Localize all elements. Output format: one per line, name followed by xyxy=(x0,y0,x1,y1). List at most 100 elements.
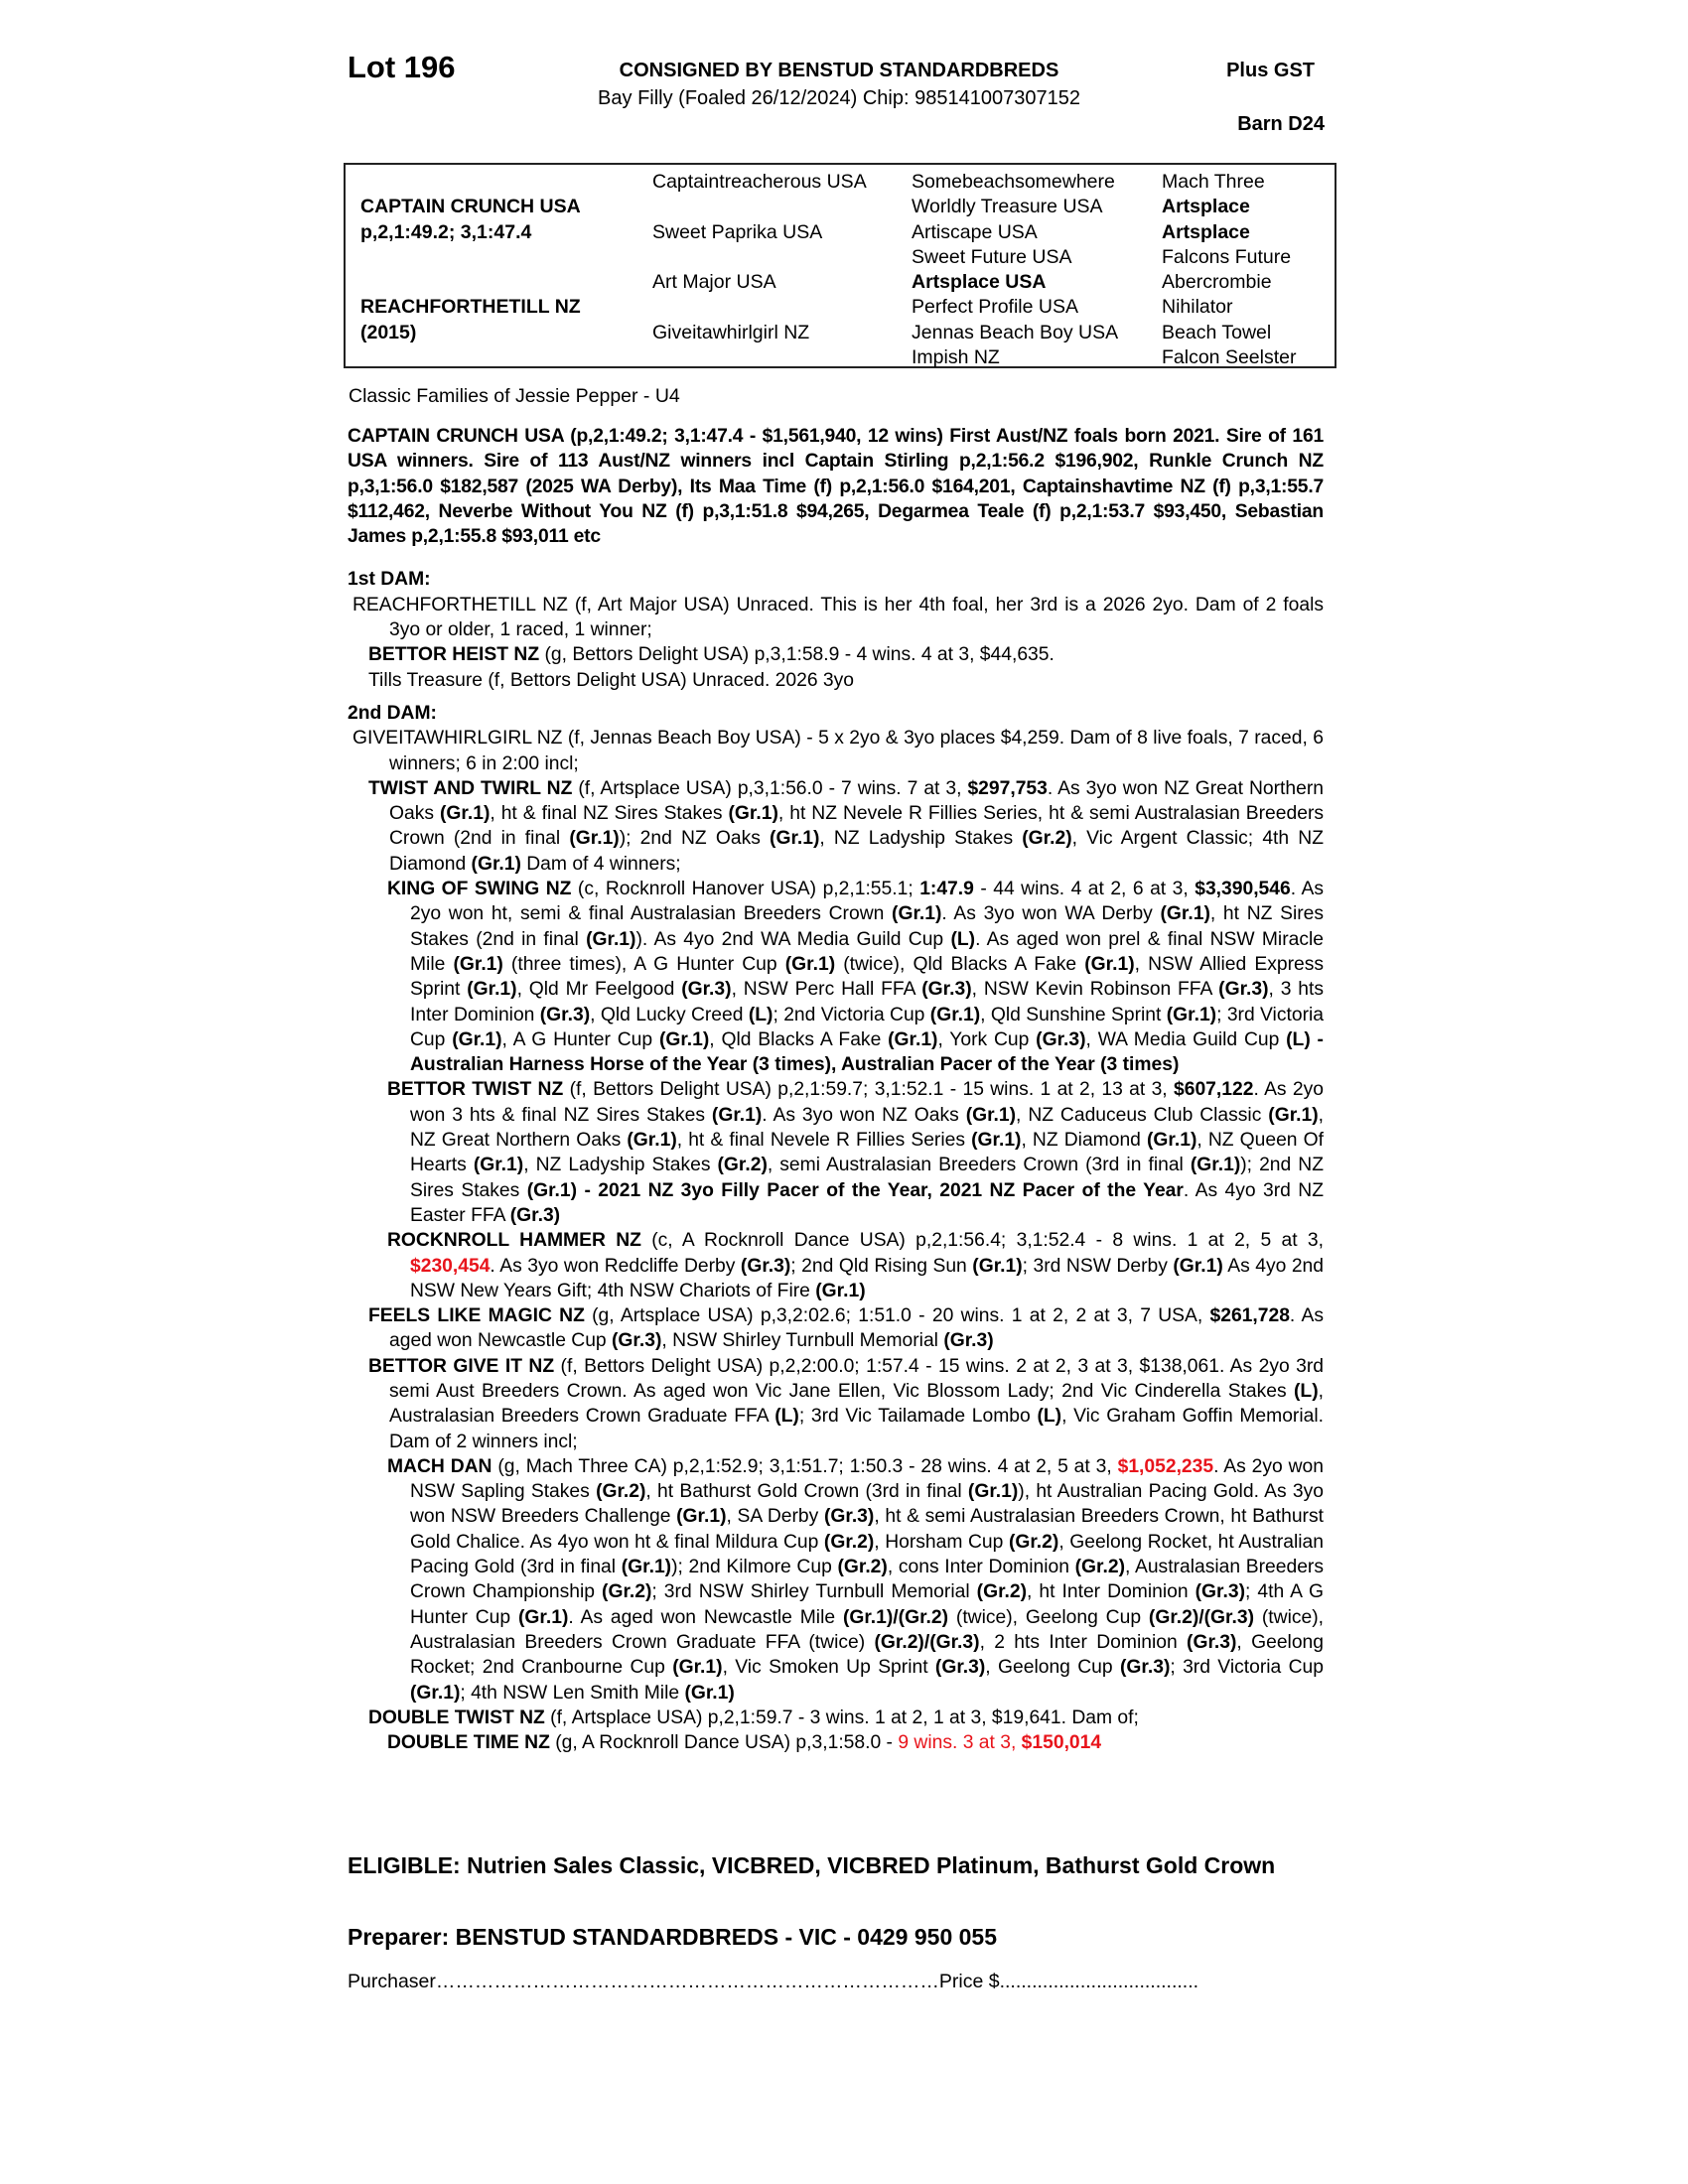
pedigree-cell: REACHFORTHETILL NZ xyxy=(360,296,581,319)
entry-text: , ht & semi Australasian Breeders Crown,… xyxy=(410,1506,1324,1553)
entry-text: (Gr.3) xyxy=(921,979,972,1001)
price-label: Price $ xyxy=(938,1971,1000,1992)
entry-text: (L) xyxy=(950,928,976,950)
entry-text: (Gr.2) xyxy=(976,1581,1028,1603)
price-blank: ..................................... xyxy=(999,1971,1199,1992)
pedigree-cell xyxy=(652,245,867,270)
entry-text: (Gr.1) xyxy=(672,1657,723,1679)
entry-text: (Gr.3) xyxy=(1120,1657,1171,1679)
entry-text: (Gr.1) xyxy=(676,1506,727,1528)
entry-text: ; 2nd Victoria Cup xyxy=(773,1004,930,1025)
entry-text: (f, Artsplace USA) p,2,1:59.7 - 3 wins. … xyxy=(544,1706,1139,1728)
entry-text: KING OF SWING NZ xyxy=(387,879,572,900)
entry-text: , ht & final Nevele R Fillies Series xyxy=(676,1130,972,1152)
entry-text: (Gr.1) xyxy=(888,1028,938,1050)
entry-text: (Gr.2) xyxy=(823,1531,875,1553)
entry-text: ). As 4yo 2nd WA Media Guild Cup xyxy=(635,928,951,950)
entry-text: ; 3rd Victoria Cup xyxy=(410,1004,1324,1050)
entry-text: , Qld Blacks A Fake xyxy=(709,1028,889,1050)
progeny-entry: TWIST AND TWIRL NZ (f, Artsplace USA) p,… xyxy=(348,776,1324,877)
section-heading: 1st DAM: xyxy=(348,569,431,591)
progeny-entry: FEELS LIKE MAGIC NZ (g, Artsplace USA) p… xyxy=(348,1303,1324,1354)
entry-text: (twice), Geelong Cup xyxy=(948,1606,1149,1628)
pedigree-cell: Sweet Paprika USA xyxy=(652,220,823,243)
entry-text: (Gr.1) xyxy=(1084,953,1135,975)
entry-text: (L) xyxy=(774,1406,799,1428)
entry-text: . As 3yo won Redcliffe Derby xyxy=(490,1255,741,1277)
entry-text: , NSW Perc Hall FFA xyxy=(731,979,922,1001)
entry-text: , Geelong Rocket; 2nd Cranbourne Cup xyxy=(410,1631,1324,1679)
entry-text: (Gr.1) xyxy=(621,1557,672,1578)
progeny-entry: KING OF SWING NZ (c, Rocknroll Hanover U… xyxy=(348,877,1324,1077)
progeny-entry: BETTOR GIVE IT NZ (f, Bettors Delight US… xyxy=(348,1354,1324,1454)
entry-text: (Gr.2) xyxy=(717,1155,768,1176)
entry-text: Dam of 4 winners; xyxy=(520,853,681,875)
entry-text: (Gr.3) xyxy=(1187,1631,1237,1653)
lot-number: Lot 196 xyxy=(348,50,456,84)
entry-text: , NZ Queen Of Hearts xyxy=(410,1130,1324,1176)
pedigree-cell: Artsplace xyxy=(1162,196,1250,218)
pedigree-column: Mach Three Artsplace Artsplace Falcons Futu… xyxy=(1162,170,1296,370)
pedigree-cell xyxy=(652,345,867,370)
horse-description: Bay Filly (Foaled 26/12/2024) Chip: 9851… xyxy=(598,87,1080,109)
entry-text: (L) xyxy=(1037,1406,1062,1428)
pedigree-cell: (2015) xyxy=(360,321,417,343)
entry-text: $261,728 xyxy=(1209,1305,1290,1327)
entry-text: , semi Australasian Breeders Crown (3rd … xyxy=(767,1155,1191,1176)
entry-text: , Qld Mr Feelgood xyxy=(516,979,682,1001)
progeny-entry: DOUBLE TWIST NZ (f, Artsplace USA) p,2,1… xyxy=(348,1706,1324,1730)
pedigree-cell: Artsplace xyxy=(1162,220,1250,243)
entry-text: (Gr.3) xyxy=(681,979,732,1001)
progeny-entry: BETTOR TWIST NZ (f, Bettors Delight USA)… xyxy=(348,1077,1324,1228)
pedigree-column: CAPTAIN CRUNCH USA p,2,1:49.2; 3,1:47.4 RE… xyxy=(360,170,581,370)
entry-text: ); 2nd NZ Oaks xyxy=(619,828,771,850)
entry-text: (Gr.1) xyxy=(473,1155,524,1176)
pedigree-cell: Beach Towel xyxy=(1162,321,1272,343)
entry-text: (Gr.2) xyxy=(1008,1531,1059,1553)
progeny-entry: BETTOR HEIST NZ (g, Bettors Delight USA)… xyxy=(348,642,1324,667)
entry-text: (Gr.1) xyxy=(1190,1155,1241,1176)
entry-text: , 3 hts Inter Dominion xyxy=(410,979,1324,1025)
entry-text: , ht Inter Dominion xyxy=(1027,1581,1196,1603)
entry-text: (Gr.1) xyxy=(965,1104,1017,1126)
entry-text: , NZ Ladyship Stakes xyxy=(523,1155,718,1176)
pedigree-cell: Jennas Beach Boy USA xyxy=(912,321,1119,343)
entry-text: (Gr.1) xyxy=(658,1028,710,1050)
entry-text: . As 4yo 3rd NZ Easter FFA xyxy=(410,1179,1324,1226)
entry-text: (c, A Rocknroll Dance USA) p,2,1:56.4; 3… xyxy=(640,1230,1324,1252)
pedigree-cell xyxy=(360,170,581,195)
entry-text: (Gr.2) xyxy=(596,1481,646,1503)
entry-text: (Gr.3) xyxy=(943,1330,994,1352)
dam-section: 1st DAM: REACHFORTHETILL NZ (f, Art Major… xyxy=(348,567,1324,692)
entry-text: , NSW Shirley Turnbull Memorial xyxy=(661,1330,944,1352)
entry-text: $150,014 xyxy=(1021,1732,1102,1754)
pedigree-cell: Sweet Future USA xyxy=(912,245,1072,268)
entry-text: (twice), Australasian Breeders Crown Gra… xyxy=(410,1606,1324,1653)
entry-text: (Gr.1) - 2021 NZ 3yo Filly Pacer of the … xyxy=(526,1179,1184,1201)
entry-text: . As 2yo won 3 hts & final NZ Sires Stak… xyxy=(410,1079,1324,1126)
entry-text: DOUBLE TWIST NZ xyxy=(368,1706,545,1728)
entry-text: (Gr.1) xyxy=(453,953,503,975)
entry-text: $3,390,546 xyxy=(1195,879,1291,900)
entry-text: (Gr.1) xyxy=(518,1606,569,1628)
entry-text: ROCKNROLL HAMMER NZ xyxy=(387,1230,641,1252)
entry-text: (Gr.3) xyxy=(740,1255,791,1277)
entry-text: Tills Treasure (f, Bettors Delight USA) … xyxy=(368,669,855,691)
entry-text: (Gr.1) xyxy=(467,979,517,1001)
entry-text: GIVEITAWHIRLGIRL NZ (f, Jennas Beach Boy… xyxy=(352,728,1324,774)
entry-text: (g, Bettors Delight USA) p,3,1:58.9 - 4 … xyxy=(539,644,1055,666)
entry-text: (Gr.1) xyxy=(684,1682,735,1704)
entry-text: (Gr.1) xyxy=(569,828,620,850)
entry-text: , Horsham Cup xyxy=(874,1531,1009,1553)
pedigree-cell xyxy=(652,195,867,219)
entry-text: , NZ Great Northern Oaks xyxy=(410,1104,1324,1152)
entry-text: , NSW Allied Express Sprint xyxy=(410,953,1325,1001)
pedigree-cell: CAPTAIN CRUNCH USA xyxy=(360,196,581,218)
entry-text: (three times), A G Hunter Cup xyxy=(502,953,785,975)
progeny-entry: MACH DAN (g, Mach Three CA) p,2,1:52.9; … xyxy=(348,1454,1324,1706)
entry-text: , WA Media Guild Cup xyxy=(1085,1028,1287,1050)
entry-text: , Vic Graham Goffin Memorial. Dam of 2 w… xyxy=(389,1406,1324,1452)
pedigree-cell: Artiscape USA xyxy=(912,220,1038,243)
entry-text: (g, A Rocknroll Dance USA) p,3,1:58.0 - xyxy=(549,1732,899,1754)
entry-text: , NSW Kevin Robinson FFA xyxy=(971,979,1219,1001)
